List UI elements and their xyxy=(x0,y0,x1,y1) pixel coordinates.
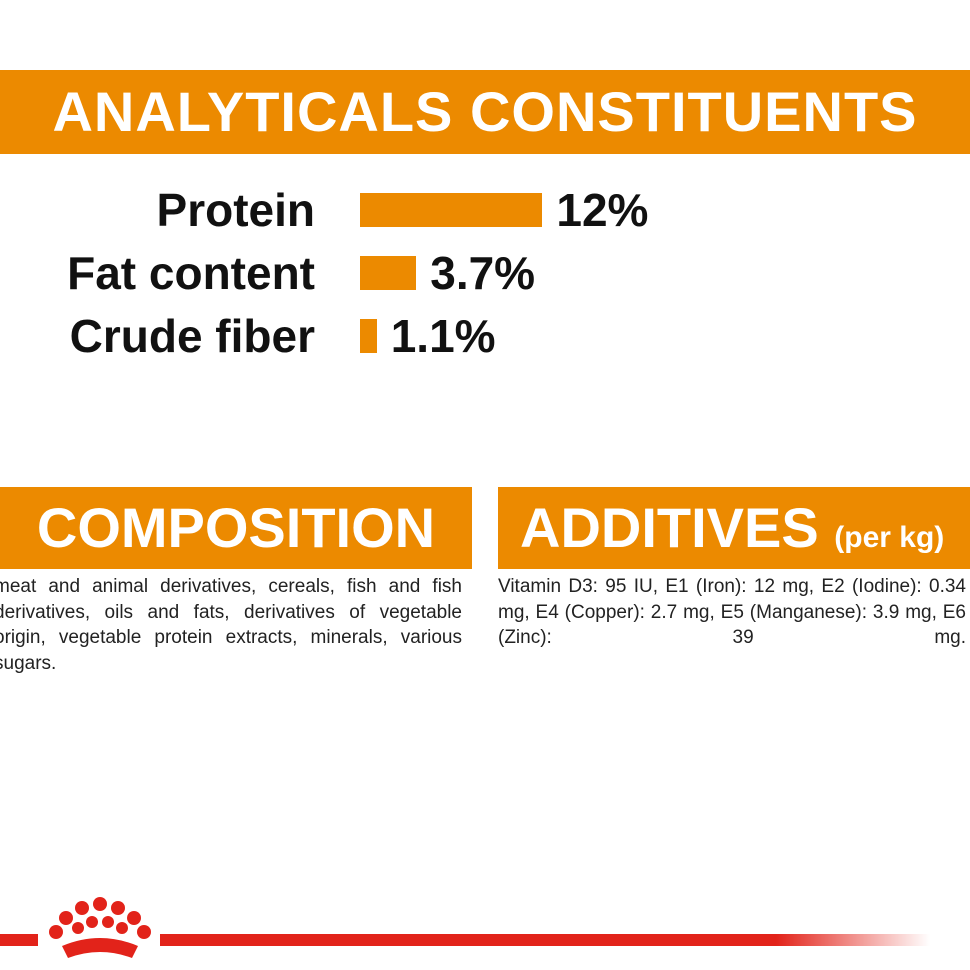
section-title: ADDITIVES (per kg) xyxy=(498,487,970,569)
constituent-row: Fat content 3.7% xyxy=(0,243,970,303)
bar xyxy=(360,256,417,290)
title-text: ADDITIVES xyxy=(520,496,819,559)
value-label: 3.7% xyxy=(430,247,536,299)
value-label: 1.1% xyxy=(390,310,496,362)
additives-text: Vitamin D3: 95 IU, E1 (Iron): 12 mg, E2 … xyxy=(498,576,966,648)
constituent-name: Protein xyxy=(156,184,315,236)
title-note: (per kg) xyxy=(834,521,945,554)
section-title: ANALYTICALS CONSTITUENTS xyxy=(0,70,970,154)
value-label: 12% xyxy=(556,184,649,236)
constituent-row: Protein 12% xyxy=(0,180,970,240)
bar xyxy=(360,319,377,353)
bar xyxy=(360,193,543,227)
constituent-row: Crude fiber 1.1% xyxy=(0,306,970,366)
composition-text: meat and animal derivatives, cereals, fi… xyxy=(0,576,462,674)
constituent-name: Crude fiber xyxy=(69,310,315,362)
constituent-name: Fat content xyxy=(67,247,315,299)
section-title: COMPOSITION xyxy=(0,487,472,569)
